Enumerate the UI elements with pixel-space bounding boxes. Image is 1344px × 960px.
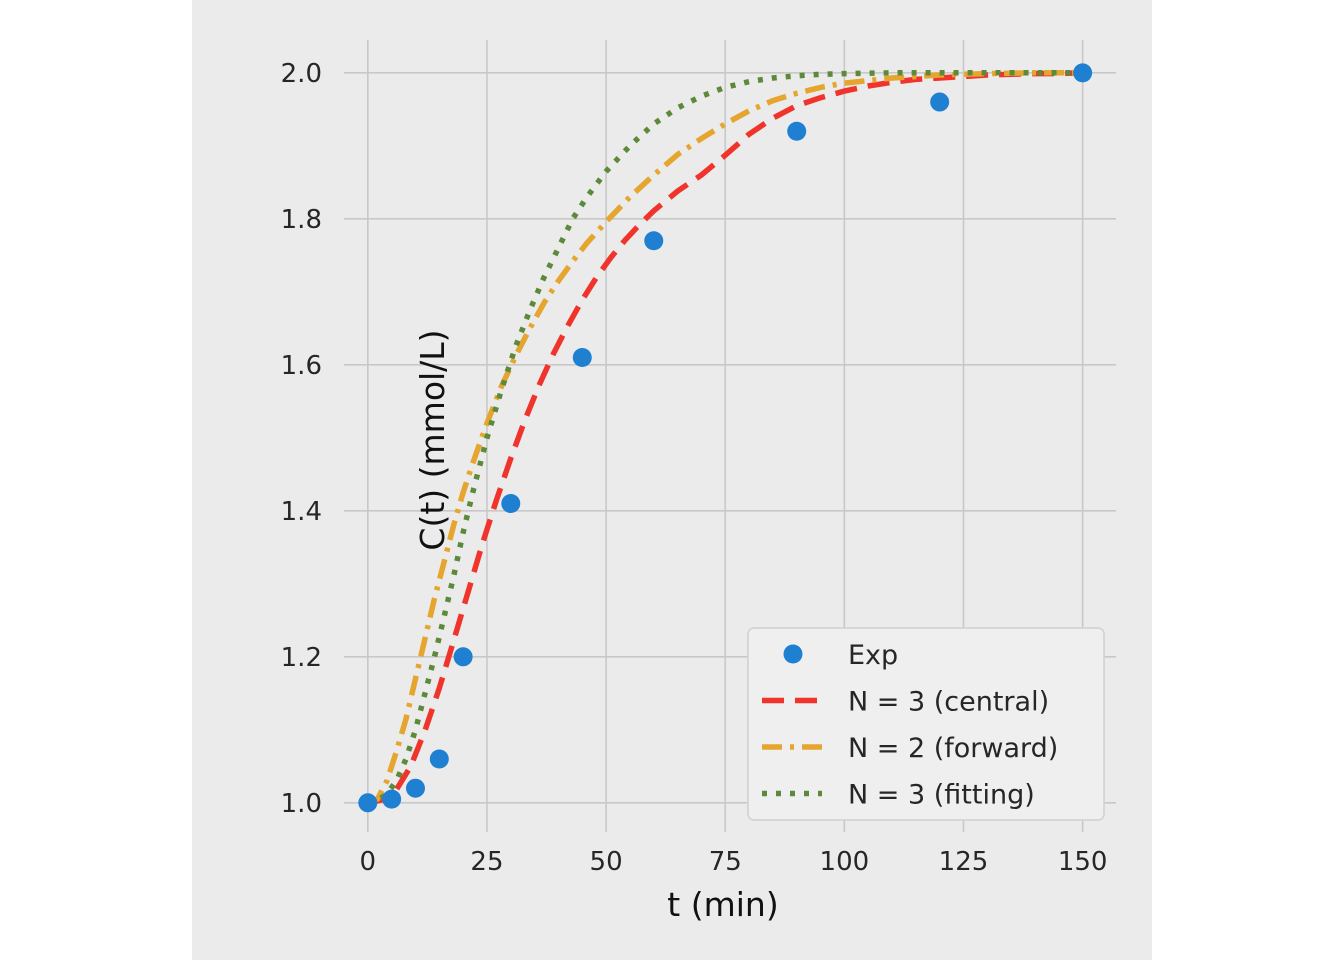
- x-axis-label: t (min): [667, 885, 778, 924]
- legend: Exp N = 3 (central) N = 2 (forward) N = 3 (…: [747, 627, 1105, 821]
- x-tick-label: 100: [820, 847, 870, 877]
- x-tick-label: 0: [360, 847, 377, 877]
- y-tick-label: 1.6: [281, 351, 322, 381]
- x-tick-label: 50: [590, 847, 623, 877]
- x-tick-label: 125: [939, 847, 989, 877]
- y-tick-labels: 1.0 1.2 1.4 1.6 1.8 2.0: [281, 59, 322, 819]
- legend-marker: [783, 644, 803, 664]
- series-layer: [358, 63, 1093, 813]
- data-point: [453, 647, 473, 667]
- y-tick-label: 1.0: [281, 789, 322, 819]
- data-point: [1073, 63, 1093, 83]
- data-point: [405, 778, 425, 798]
- y-axis-label: C(t) (mmol/L): [413, 329, 452, 550]
- legend-label: N = 3 (fitting): [848, 780, 1035, 811]
- x-tick-label: 75: [709, 847, 742, 877]
- data-point: [501, 494, 521, 514]
- y-tick-label: 1.4: [281, 497, 322, 527]
- data-point: [382, 789, 402, 809]
- data-point: [572, 348, 592, 368]
- x-tick-label: 25: [470, 847, 503, 877]
- data-point: [644, 231, 664, 251]
- data-point: [930, 92, 950, 112]
- data-point: [429, 749, 449, 769]
- legend-box: [747, 627, 1105, 821]
- y-tick-label: 1.2: [281, 643, 322, 673]
- y-tick-label: 2.0: [281, 59, 322, 89]
- legend-label: N = 3 (central): [848, 687, 1049, 718]
- legend-label: Exp: [848, 640, 898, 671]
- series-line-n-3-central: [367, 70, 1083, 806]
- y-tick-label: 1.8: [281, 205, 322, 235]
- chart-figure: 0 25 50 75 100 125 150 1.0 1.2 1.4 1.6 1.8 2.0 t (m…: [192, 0, 1152, 960]
- x-tick-label: 150: [1058, 847, 1108, 877]
- series-line-n-2-forward: [366, 70, 1083, 806]
- x-tick-labels: 0 25 50 75 100 125 150: [360, 847, 1108, 877]
- data-point: [358, 793, 378, 813]
- data-point: [787, 121, 807, 141]
- line-chart: 0 25 50 75 100 125 150 1.0 1.2 1.4 1.6 1.8 2.0 t (m…: [281, 40, 1116, 924]
- legend-label: N = 2 (forward): [848, 733, 1058, 764]
